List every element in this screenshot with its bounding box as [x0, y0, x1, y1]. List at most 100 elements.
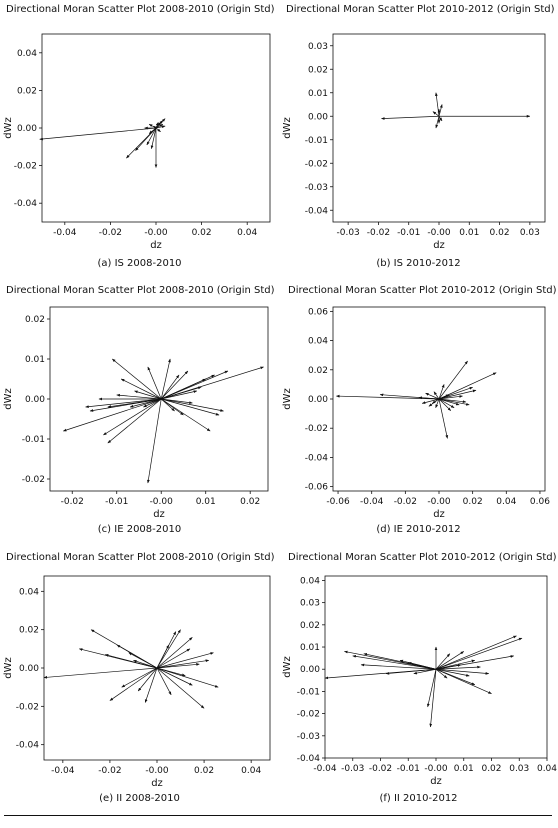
y-tick-label: 0.00: [300, 665, 320, 675]
x-tick-label: 0.04: [237, 228, 257, 238]
vector-arrow: [433, 391, 440, 400]
vector-arrow: [144, 667, 158, 703]
y-tick-label: -0.04: [14, 199, 38, 209]
vector-arrow: [137, 667, 158, 692]
vector-arrow: [438, 389, 477, 400]
y-tick-label: -0.01: [22, 435, 45, 445]
x-tick-label: -0.00: [424, 764, 448, 774]
y-tick-label: 0.06: [308, 307, 328, 317]
vector-arrow: [435, 668, 476, 686]
chart-title-a: Directional Moran Scatter Plot 2008-2010…: [6, 4, 275, 15]
y-tick-label: 0.00: [308, 395, 328, 405]
y-tick-label: 0.04: [19, 587, 39, 597]
vector-arrow: [360, 663, 437, 670]
x-tick-label: 0.03: [509, 764, 529, 774]
vector-arrow: [438, 398, 467, 403]
bottom-rule: [4, 815, 552, 816]
y-tick-label: 0.03: [300, 599, 320, 609]
x-tick-label: -0.02: [367, 228, 390, 238]
vector-arrow: [112, 358, 162, 400]
vector-arrow: [133, 659, 158, 669]
y-tick-label: -0.02: [305, 159, 328, 169]
vector-arrow: [155, 127, 161, 133]
x-tick-label: -0.04: [51, 766, 75, 776]
chart-caption-e: (e) II 2008-2010: [99, 793, 180, 804]
x-tick-label: -0.04: [360, 497, 384, 507]
vector-arrow: [438, 398, 449, 439]
x-tick-label: 0.04: [241, 766, 261, 776]
vector-arrow: [129, 398, 162, 408]
vector-arrow: [432, 111, 440, 117]
vector-arrow: [107, 398, 162, 408]
vector-arrow: [435, 651, 465, 670]
vector-arrow: [161, 398, 193, 404]
x-tick-label: -0.00: [427, 228, 451, 238]
vector-arrow: [160, 398, 175, 412]
chart-caption-c: (c) IE 2008-2010: [97, 524, 182, 535]
y-tick-label: -0.01: [297, 687, 320, 697]
y-tick-label: 0.01: [308, 89, 328, 99]
vector-arrow: [134, 390, 162, 400]
vector-arrow: [385, 668, 437, 675]
y-tick-label: 0.00: [25, 395, 45, 405]
y-tick-label: 0.02: [308, 366, 328, 376]
vector-arrow: [413, 668, 437, 675]
vector-arrow: [435, 663, 462, 670]
vector-arrow: [107, 398, 162, 444]
vector-arrow: [161, 398, 220, 416]
vector-arrow: [425, 392, 440, 400]
x-tick-label: -0.01: [397, 764, 420, 774]
vector-arrow: [156, 629, 181, 669]
y-tick-label: -0.03: [297, 732, 320, 742]
chart-svg-f: -0.04 -0.03 -0.02 -0.01 -0.00 0.01 0.02 0.03 0.0…: [282, 575, 557, 787]
y-axis-label: dWz: [282, 388, 293, 409]
x-tick-label: -0.02: [394, 497, 417, 507]
x-tick-label: 0.01: [459, 228, 479, 238]
vector-arrow: [435, 668, 448, 679]
vector-arrow: [434, 92, 440, 117]
vector-arrow: [438, 386, 473, 400]
x-axis-label: dz: [430, 776, 442, 787]
x-tick-label: 0.02: [463, 497, 483, 507]
vector-arrow: [147, 366, 162, 400]
vector-arrow: [116, 393, 162, 400]
x-tick-label: -0.01: [397, 228, 420, 238]
vector-arrow: [156, 667, 219, 688]
plot-frame: [332, 33, 546, 223]
x-tick-label: 0.02: [194, 766, 214, 776]
vector-arrow: [352, 655, 437, 670]
y-tick-label: 0.04: [300, 576, 320, 586]
vector-arrow: [104, 654, 158, 669]
vector-arrow: [438, 398, 460, 406]
x-tick-label: 0.02: [481, 764, 501, 774]
vector-arrow: [435, 398, 440, 409]
vector-arrow: [435, 668, 470, 677]
vector-arrow: [146, 127, 157, 146]
vector-arrow: [155, 122, 159, 129]
x-tick-label: 0.04: [537, 764, 557, 774]
vector-arrow: [121, 667, 158, 688]
vector-arrow: [156, 648, 191, 669]
y-tick-label: -0.06: [305, 483, 329, 493]
vector-arrow: [156, 644, 170, 669]
vector-arrow: [161, 386, 202, 400]
y-tick-label: 0.04: [308, 337, 328, 347]
x-tick-label: 0.02: [240, 497, 260, 507]
vector-arrow: [418, 396, 440, 400]
vector-arrow: [435, 668, 490, 675]
y-axis-label: dWz: [282, 117, 293, 138]
chart-svg-d: -0.06 -0.04 -0.02 -0.00 0.02 0.04 0.06 0.06 0.04…: [282, 306, 550, 520]
y-tick-label: 0.01: [300, 643, 320, 653]
vector-arrow: [156, 667, 186, 677]
y-tick-label: 0.02: [25, 315, 45, 325]
x-axis-label: dz: [151, 778, 163, 789]
vector-arrow: [160, 374, 180, 400]
x-tick-label: 0.02: [192, 228, 212, 238]
vector-arrow: [161, 398, 184, 416]
vector-arrow: [156, 667, 205, 709]
y-tick-label: 0.02: [17, 86, 37, 96]
vector-arrow: [161, 390, 198, 400]
y-tick-label: 0.02: [308, 65, 328, 75]
y-tick-label: -0.04: [305, 453, 329, 463]
y-tick-label: -0.03: [305, 183, 328, 193]
